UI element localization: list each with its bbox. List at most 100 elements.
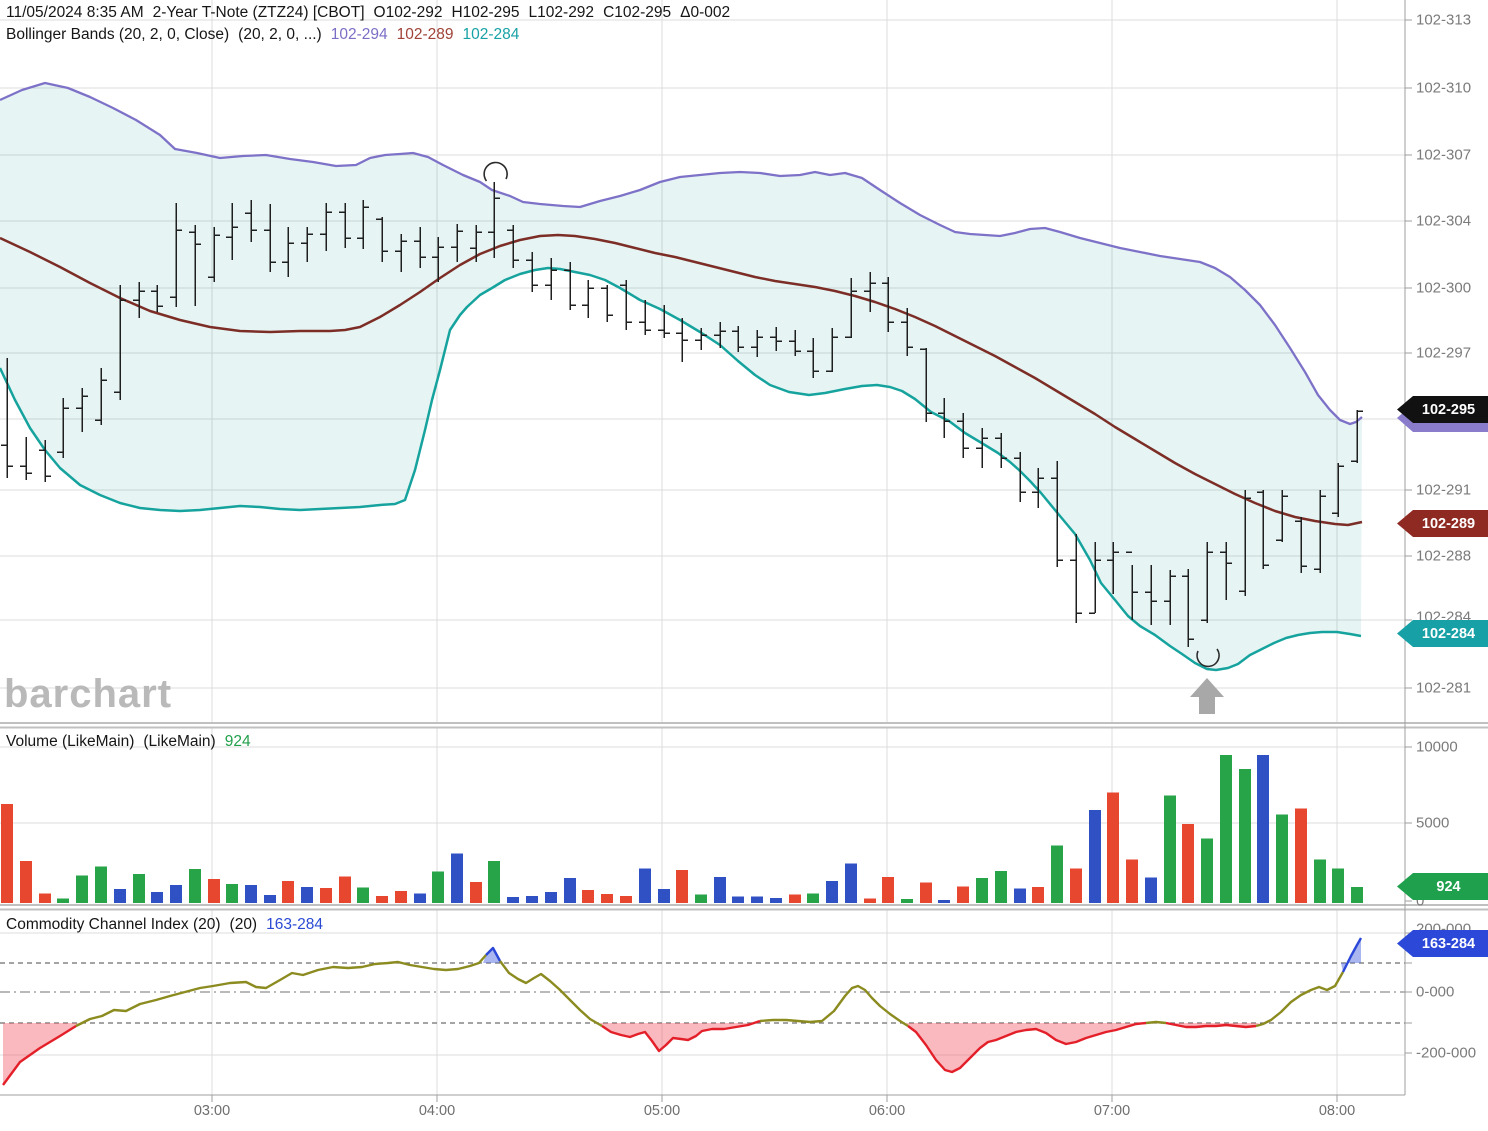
cci-oversold-fill xyxy=(3,1023,78,1085)
volume-bar xyxy=(1295,808,1307,903)
volume-bar xyxy=(1107,792,1119,903)
bollinger-upper-line xyxy=(0,81,1363,426)
volume-bar xyxy=(189,868,201,903)
ohlc-bar xyxy=(1164,570,1176,625)
volume-bar xyxy=(1257,755,1269,903)
volume-bar xyxy=(976,877,988,903)
ohlc-bar xyxy=(245,200,257,242)
ohlc-bar xyxy=(920,348,932,422)
low-circle-annotation xyxy=(1196,648,1220,668)
volume-bar xyxy=(695,894,707,903)
ohlc-bar xyxy=(751,330,763,357)
cci-oversold-fill xyxy=(906,1023,1144,1072)
volume-bar xyxy=(133,873,145,903)
quote-datetime: 11/05/2024 8:35 AM xyxy=(6,4,144,21)
volume-bar xyxy=(339,876,351,903)
ohlc-bar xyxy=(357,200,369,249)
ohlc-bar xyxy=(957,413,969,458)
ohlc-bar xyxy=(1276,490,1288,542)
bollinger-middle-line xyxy=(0,233,1363,527)
cci-value: 163-284 xyxy=(266,916,323,933)
volume-bar xyxy=(1276,814,1288,903)
ohlc-bar xyxy=(807,338,819,378)
ohlc-bar xyxy=(264,204,276,272)
time-label: 04:00 xyxy=(418,1103,456,1119)
ohlc-bar xyxy=(432,237,444,282)
volume-bar xyxy=(807,893,819,903)
axis-label: 102-310 xyxy=(1416,79,1472,97)
cci-line-segment xyxy=(75,954,487,1028)
chart-title: 11/05/2024 8:35 AM 2-Year T-Note (ZTZ24)… xyxy=(6,4,730,22)
volume-bar xyxy=(1201,838,1213,903)
volume-bar xyxy=(1182,824,1194,903)
ohlc-bar xyxy=(1314,490,1326,573)
ohlc-bar xyxy=(526,252,538,292)
ohlc-bar xyxy=(1070,534,1082,623)
cci-line-segment xyxy=(759,984,909,1028)
volume-bar xyxy=(432,871,444,903)
ohlc-bar xyxy=(170,203,182,307)
ohlc-bar xyxy=(582,280,594,318)
time-label: 03:00 xyxy=(193,1103,231,1119)
ohlc-bar xyxy=(189,225,201,306)
time-label: 08:00 xyxy=(1318,1103,1356,1119)
volume-bar xyxy=(1351,886,1363,903)
volume-bar xyxy=(545,891,557,903)
axis-label: 102-297 xyxy=(1416,344,1472,362)
ohlc-bar xyxy=(601,285,613,322)
ohlc-bar xyxy=(57,398,69,458)
cci-line-segment xyxy=(1145,1020,1167,1025)
axis-label: 102-313 xyxy=(1416,11,1472,29)
ohlc-bar xyxy=(1,358,13,478)
volume-bar xyxy=(1164,795,1176,903)
ohlc-bar xyxy=(1257,490,1269,569)
ohlc-bar xyxy=(39,440,51,482)
ohlc-bar xyxy=(845,278,857,338)
cci-line-segment xyxy=(2,1024,77,1086)
axis-label: 102-291 xyxy=(1416,481,1472,499)
ohlc-bar xyxy=(395,234,407,272)
ohlc-bar xyxy=(76,388,88,432)
cci-oversold-fill xyxy=(600,1023,758,1051)
axis-label: 102-288 xyxy=(1416,547,1472,565)
barchart-logo: barchart xyxy=(4,672,173,716)
ohlc-bar xyxy=(1351,410,1363,463)
ohlc-bar xyxy=(901,308,913,356)
volume-bar xyxy=(770,897,782,903)
axes xyxy=(0,0,1488,1102)
ohlc-bar xyxy=(1220,542,1232,600)
volume-bar xyxy=(1332,868,1344,903)
ohlc-bar xyxy=(488,182,500,258)
bollinger-study-label: Bollinger Bands (20, 2, 0, Close) (20, 2… xyxy=(6,26,519,44)
cci-params: (20) xyxy=(229,916,258,933)
volume-bars xyxy=(1,755,1363,903)
axis-label: 102-307 xyxy=(1416,146,1472,164)
volume-bar xyxy=(1032,887,1044,903)
cci-badge: 163-284 xyxy=(1397,930,1488,957)
axis-label: 102-304 xyxy=(1416,212,1472,230)
ohlc-bar xyxy=(226,203,238,260)
volume-bar xyxy=(114,888,126,903)
ohlc-bar xyxy=(1089,542,1101,614)
volume-bar xyxy=(789,894,801,903)
axis-label: 10000 xyxy=(1416,738,1458,756)
volume-bar xyxy=(357,887,369,903)
volume-bar xyxy=(938,899,950,903)
volume-bar xyxy=(282,880,294,903)
instrument-name: 2-Year T-Note (ZTZ24) [CBOT] xyxy=(152,4,365,21)
ohlc-bar xyxy=(995,433,1007,468)
volume-bar xyxy=(57,898,69,903)
ohlc-bars xyxy=(1,182,1363,647)
volume-bar xyxy=(95,866,107,903)
cci-line-segment xyxy=(1341,937,1363,973)
ohlc-bar xyxy=(676,318,688,362)
cci-study-label: Commodity Channel Index (20) (20) 163-28… xyxy=(6,916,323,934)
cci-line-segment xyxy=(601,1019,761,1053)
cci-line-segment xyxy=(907,1021,1147,1074)
ohlc-bar xyxy=(1295,517,1307,573)
ohlc-bar xyxy=(1201,542,1213,623)
